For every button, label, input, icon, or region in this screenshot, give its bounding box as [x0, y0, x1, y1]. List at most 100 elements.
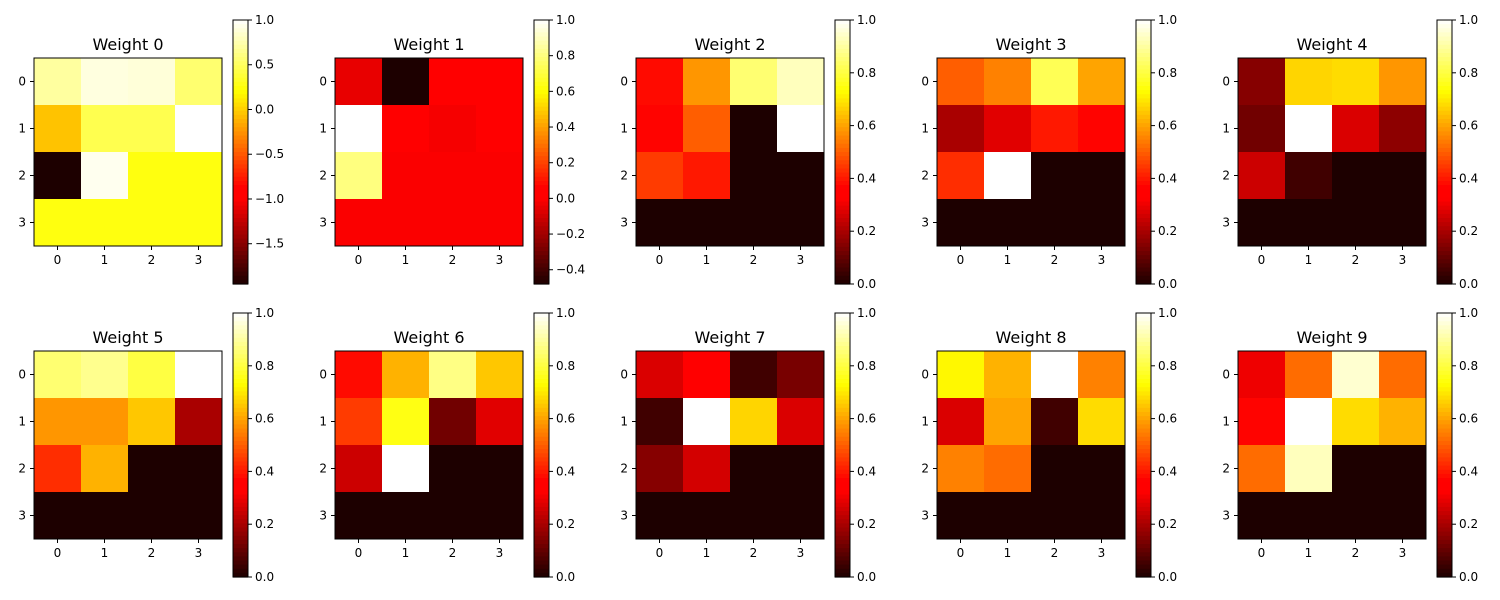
- colorbar-segment: [233, 81, 248, 87]
- colorbar-segment: [1136, 147, 1151, 153]
- colorbar-segment: [534, 436, 549, 442]
- colorbar-segment: [534, 432, 549, 438]
- heatmap-cells: [636, 58, 825, 247]
- heatmap-cell: [683, 398, 731, 446]
- colorbar-segment: [1437, 242, 1452, 248]
- colorbar-segment: [1136, 246, 1151, 252]
- colorbar-segment: [1136, 168, 1151, 174]
- colorbar-segment: [534, 81, 549, 87]
- colorbar-segment: [1437, 20, 1452, 25]
- colorbar-segment: [534, 94, 549, 99]
- colorbar-segment: [835, 242, 850, 248]
- colorbar-segment: [534, 412, 549, 417]
- heatmap-cell: [1285, 199, 1333, 247]
- colorbar-segment: [534, 407, 549, 413]
- colorbar-segment: [835, 449, 850, 454]
- colorbar-segment: [1437, 403, 1452, 409]
- y-tick-label: 3: [921, 216, 929, 230]
- colorbar-segment: [835, 53, 850, 58]
- heatmap-cell: [1238, 199, 1286, 247]
- colorbar-segment: [233, 506, 248, 512]
- colorbar-segment: [835, 123, 850, 128]
- colorbar-segment: [1136, 325, 1151, 331]
- colorbar-segment: [1136, 366, 1151, 372]
- heatmap-cell: [175, 351, 223, 399]
- colorbar-segment: [835, 267, 850, 273]
- colorbar-segment: [1136, 383, 1151, 388]
- colorbar-segment: [835, 350, 850, 355]
- heatmap-cell: [1031, 351, 1079, 399]
- x-tick-label: 2: [1352, 546, 1360, 560]
- colorbar-segment: [835, 69, 850, 75]
- colorbar-segment: [1136, 213, 1151, 219]
- colorbar-segment: [1437, 32, 1452, 38]
- colorbar-segment: [233, 556, 248, 562]
- colorbar-segment: [534, 110, 549, 116]
- colorbar-segment: [233, 420, 248, 425]
- colorbar-segment: [835, 333, 850, 339]
- colorbar-segment: [835, 366, 850, 372]
- x-tick-label: 2: [750, 253, 758, 267]
- heatmap-cell: [1285, 492, 1333, 540]
- colorbar-segment: [233, 473, 248, 479]
- heatmap-cells: [1238, 58, 1427, 247]
- colorbar-segment: [233, 271, 248, 277]
- heatmap-cell: [1379, 199, 1427, 247]
- colorbar-segment: [835, 271, 850, 277]
- heatmap-cell: [81, 492, 129, 540]
- x-tick-label: 0: [656, 546, 664, 560]
- heatmap-cell: [1285, 105, 1333, 153]
- colorbar-tick-label: 0.2: [857, 517, 876, 531]
- colorbar-segment: [835, 226, 850, 231]
- colorbar-segment: [1136, 65, 1151, 71]
- colorbar-segment: [233, 527, 248, 533]
- colorbar-segment: [1437, 457, 1452, 463]
- colorbar-segment: [1136, 346, 1151, 351]
- colorbar-segment: [534, 457, 549, 463]
- colorbar-segment: [233, 234, 248, 240]
- colorbar-tick-label: 0.2: [556, 156, 575, 170]
- colorbar-segment: [534, 416, 549, 421]
- y-tick-label: 2: [620, 462, 628, 476]
- colorbar-tick-label: 1.0: [1158, 13, 1177, 27]
- colorbar-segment: [1136, 420, 1151, 425]
- colorbar-segment: [1437, 213, 1452, 219]
- colorbar-segment: [835, 572, 850, 578]
- panel-title: Weight 1: [393, 35, 464, 54]
- colorbar-segment: [233, 32, 248, 38]
- colorbar-segment: [534, 251, 549, 256]
- colorbar-segment: [534, 267, 549, 273]
- y-tick-label: 3: [319, 216, 327, 230]
- heatmap-cell: [128, 492, 176, 540]
- x-tick-label: 3: [195, 253, 203, 267]
- colorbar-segment: [1136, 548, 1151, 553]
- colorbar-segment: [1437, 350, 1452, 355]
- colorbar-segment: [1136, 465, 1151, 471]
- colorbar-segment: [1136, 193, 1151, 198]
- colorbar-segment: [835, 222, 850, 227]
- colorbar-segment: [1437, 201, 1452, 207]
- colorbar-tick-label: 0.4: [1459, 171, 1478, 185]
- colorbar-segment: [1136, 127, 1151, 132]
- heatmap-cell: [1285, 58, 1333, 106]
- colorbar-segment: [1437, 535, 1452, 541]
- colorbar-segment: [534, 399, 549, 405]
- colorbar-tick-label: 0.6: [1459, 119, 1478, 133]
- colorbar-segment: [534, 568, 549, 574]
- heatmap-cell: [175, 105, 223, 153]
- heatmap-cell: [683, 351, 731, 399]
- x-tick-label: 0: [1258, 546, 1266, 560]
- colorbar-segment: [835, 506, 850, 512]
- colorbar-segment: [1437, 428, 1452, 434]
- colorbar-segment: [233, 370, 248, 376]
- colorbar-tick-label: 0.4: [1459, 464, 1478, 478]
- colorbar-segment: [1136, 473, 1151, 479]
- colorbar-segment: [1136, 156, 1151, 161]
- colorbar-segment: [1437, 73, 1452, 79]
- colorbar-segment: [835, 164, 850, 170]
- colorbar-segment: [233, 193, 248, 198]
- heatmap-cell: [1078, 398, 1126, 446]
- colorbar-segment: [835, 106, 850, 112]
- heatmap-cell: [1332, 398, 1380, 446]
- colorbar-segment: [1437, 123, 1452, 128]
